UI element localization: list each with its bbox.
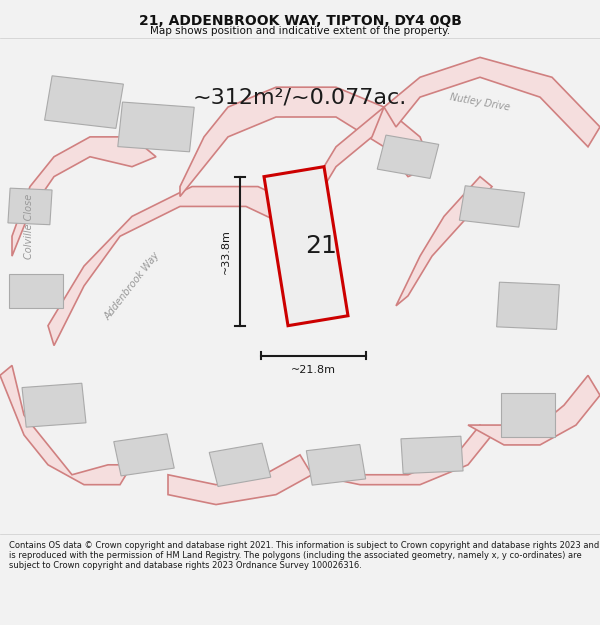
Polygon shape [312, 425, 492, 485]
Text: ~21.8m: ~21.8m [291, 366, 336, 376]
Text: Colville Close: Colville Close [24, 194, 34, 259]
Polygon shape [468, 376, 600, 445]
Polygon shape [307, 444, 365, 485]
Text: 21, ADDENBROOK WAY, TIPTON, DY4 0QB: 21, ADDENBROOK WAY, TIPTON, DY4 0QB [139, 14, 461, 28]
Polygon shape [497, 282, 559, 329]
Text: Map shows position and indicative extent of the property.: Map shows position and indicative extent… [150, 26, 450, 36]
Polygon shape [209, 443, 271, 486]
Text: Contains OS data © Crown copyright and database right 2021. This information is : Contains OS data © Crown copyright and d… [9, 541, 599, 571]
Text: 21: 21 [305, 234, 337, 258]
Polygon shape [22, 383, 86, 427]
Polygon shape [401, 436, 463, 474]
Polygon shape [460, 186, 524, 227]
Polygon shape [118, 102, 194, 152]
Polygon shape [377, 135, 439, 178]
Text: ~33.8m: ~33.8m [221, 229, 231, 274]
Polygon shape [168, 455, 312, 504]
Polygon shape [384, 58, 600, 147]
Polygon shape [396, 177, 492, 306]
Text: ~312m²/~0.077ac.: ~312m²/~0.077ac. [193, 87, 407, 107]
Polygon shape [0, 366, 132, 485]
Polygon shape [12, 137, 156, 256]
Polygon shape [180, 87, 432, 196]
Polygon shape [9, 274, 63, 308]
Polygon shape [48, 186, 300, 346]
Polygon shape [114, 434, 174, 476]
Polygon shape [8, 188, 52, 225]
Polygon shape [300, 107, 384, 226]
Polygon shape [44, 76, 124, 128]
Text: Nutley Drive: Nutley Drive [449, 92, 511, 112]
Text: Addenbrook Way: Addenbrook Way [103, 250, 161, 322]
Polygon shape [501, 392, 555, 438]
Polygon shape [264, 167, 348, 326]
